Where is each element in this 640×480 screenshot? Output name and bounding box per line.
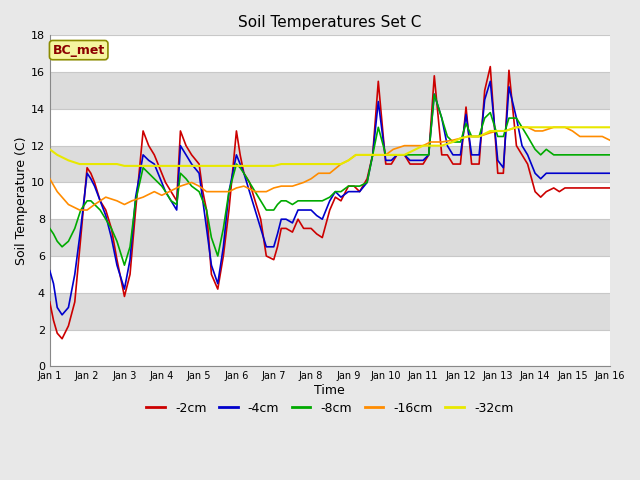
Text: BC_met: BC_met [52, 44, 105, 57]
Bar [50, 145, 610, 182]
Bar [50, 72, 610, 109]
Bar [50, 256, 610, 293]
Bar [50, 36, 610, 72]
Y-axis label: Soil Temperature (C): Soil Temperature (C) [15, 137, 28, 265]
Legend: -2cm, -4cm, -8cm, -16cm, -32cm: -2cm, -4cm, -8cm, -16cm, -32cm [141, 396, 518, 420]
Bar [50, 330, 610, 366]
Bar [50, 182, 610, 219]
Title: Soil Temperatures Set C: Soil Temperatures Set C [238, 15, 422, 30]
Bar [50, 219, 610, 256]
Bar [50, 293, 610, 330]
Bar [50, 109, 610, 145]
X-axis label: Time: Time [314, 384, 345, 397]
